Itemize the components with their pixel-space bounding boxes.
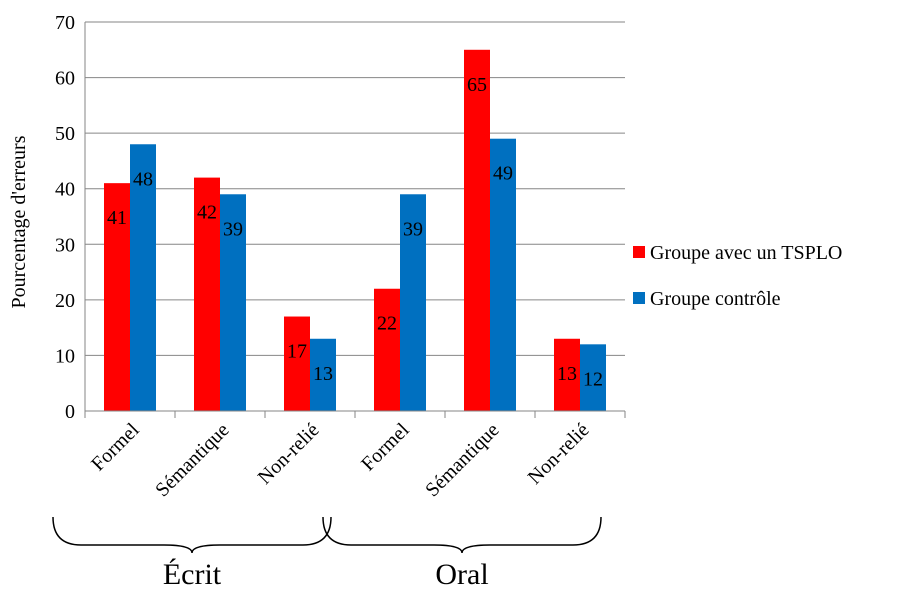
bar-controle xyxy=(490,138,516,411)
bar-controle xyxy=(400,194,426,411)
x-category-label: Formel xyxy=(87,419,144,476)
data-label: 65 xyxy=(467,74,487,96)
data-label: 13 xyxy=(313,363,333,385)
group-label: Oral xyxy=(435,558,488,591)
x-category-label: Non-relié xyxy=(524,419,594,489)
data-label: 39 xyxy=(223,218,243,240)
legend-swatch xyxy=(633,292,645,304)
bar-tsplo xyxy=(374,288,400,411)
data-labels: 41 48 42 39 17 13 22 39 65 49 13 12 xyxy=(107,74,603,391)
x-category-label: Non-relié xyxy=(254,419,324,489)
y-tick-label: 70 xyxy=(55,12,75,34)
y-tick-label: 20 xyxy=(55,290,75,312)
y-tick-label: 10 xyxy=(55,345,75,367)
data-label: 39 xyxy=(403,218,423,240)
data-label: 12 xyxy=(583,368,603,390)
y-tick-label: 30 xyxy=(55,234,75,256)
data-label: 49 xyxy=(493,163,513,185)
bar-tsplo xyxy=(464,49,490,412)
y-tick-label: 60 xyxy=(55,68,75,90)
legend: Groupe avec un TSPLO Groupe contrôle xyxy=(633,242,842,310)
group-brackets: Écrit Oral xyxy=(52,516,602,591)
bar-controle xyxy=(310,338,336,411)
bars xyxy=(104,49,606,412)
bar-tsplo xyxy=(104,183,130,411)
x-category-label: Sémantique xyxy=(151,419,233,501)
y-tick-label: 0 xyxy=(65,401,75,423)
bar-tsplo xyxy=(554,338,580,411)
bar-tsplo xyxy=(194,177,220,411)
group-bracket xyxy=(322,516,602,554)
category-labels: Formel Sémantique Non-relié Formel Sémantiqu… xyxy=(87,419,593,502)
gridlines xyxy=(85,21,625,356)
legend-label: Groupe avec un TSPLO xyxy=(650,242,842,264)
y-tick-label: 40 xyxy=(55,179,75,201)
data-label: 42 xyxy=(197,202,217,224)
y-axis-title: Pourcentage d'erreurs xyxy=(8,135,30,308)
group-bracket xyxy=(52,516,332,554)
bar-controle xyxy=(220,194,246,411)
bar-controle xyxy=(130,144,156,411)
axes: 0 10 20 30 40 50 60 70 xyxy=(55,12,626,423)
legend-swatch xyxy=(633,246,645,258)
data-label: 41 xyxy=(107,207,127,229)
bar-tsplo xyxy=(284,316,310,411)
group-label: Écrit xyxy=(163,558,222,591)
data-label: 13 xyxy=(557,363,577,385)
x-category-label: Formel xyxy=(357,419,414,476)
bar-controle xyxy=(580,344,606,411)
legend-label: Groupe contrôle xyxy=(650,288,781,310)
x-category-label: Sémantique xyxy=(421,419,503,501)
data-label: 17 xyxy=(287,341,307,363)
y-tick-label: 50 xyxy=(55,123,75,145)
data-label: 22 xyxy=(377,313,397,335)
data-label: 48 xyxy=(133,168,153,190)
